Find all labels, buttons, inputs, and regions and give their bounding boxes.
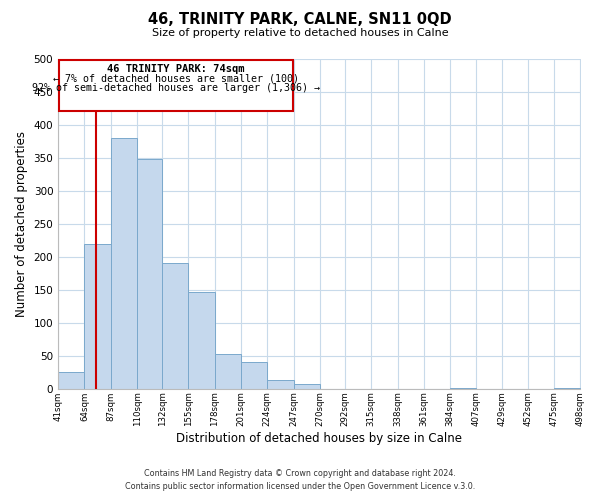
- Bar: [241, 362, 268, 389]
- Bar: [111, 138, 137, 389]
- FancyBboxPatch shape: [59, 60, 293, 111]
- Bar: [137, 160, 162, 389]
- Bar: [268, 380, 293, 389]
- Bar: [554, 388, 580, 389]
- Text: ← 7% of detached houses are smaller (100): ← 7% of detached houses are smaller (100…: [53, 74, 299, 84]
- Bar: [450, 388, 476, 389]
- Text: 92% of semi-detached houses are larger (1,306) →: 92% of semi-detached houses are larger (…: [32, 84, 320, 94]
- Text: 46, TRINITY PARK, CALNE, SN11 0QD: 46, TRINITY PARK, CALNE, SN11 0QD: [148, 12, 452, 28]
- Bar: [188, 292, 215, 389]
- Bar: [162, 264, 188, 389]
- Text: Size of property relative to detached houses in Calne: Size of property relative to detached ho…: [152, 28, 448, 38]
- Bar: [58, 372, 85, 389]
- X-axis label: Distribution of detached houses by size in Calne: Distribution of detached houses by size …: [176, 432, 463, 445]
- Text: Contains HM Land Registry data © Crown copyright and database right 2024.
Contai: Contains HM Land Registry data © Crown c…: [125, 469, 475, 491]
- Bar: [215, 354, 241, 389]
- Text: 46 TRINITY PARK: 74sqm: 46 TRINITY PARK: 74sqm: [107, 64, 245, 74]
- Bar: [293, 384, 320, 389]
- Y-axis label: Number of detached properties: Number of detached properties: [15, 131, 28, 317]
- Bar: [85, 244, 111, 389]
